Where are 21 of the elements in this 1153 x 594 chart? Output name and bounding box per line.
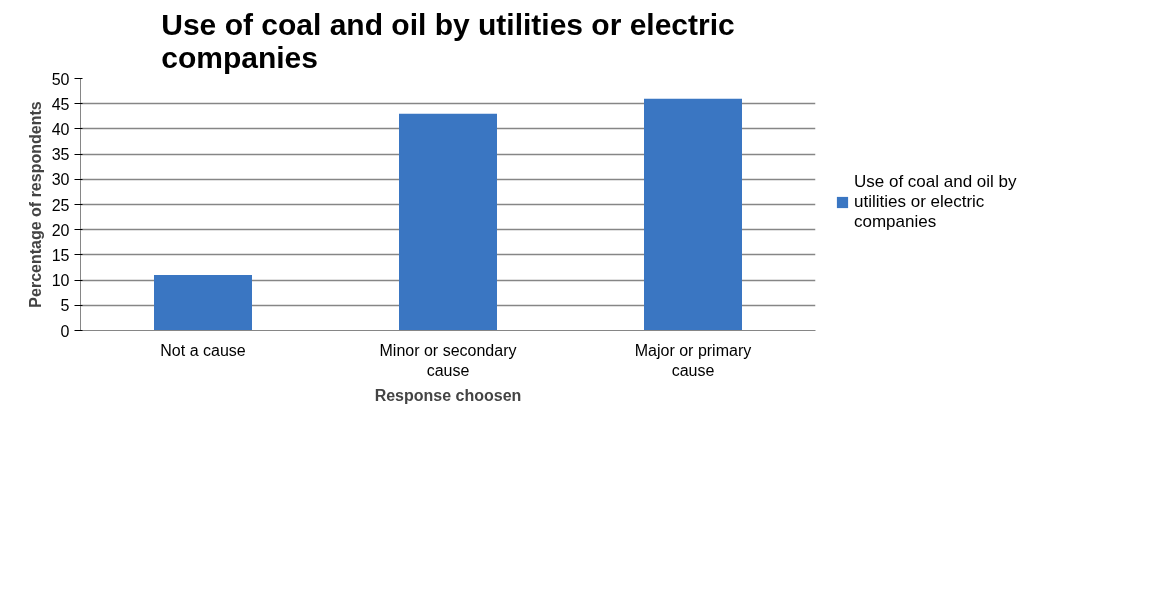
y-tick-label: 0 <box>60 322 70 340</box>
y-tick-label: 30 <box>51 171 70 189</box>
y-tick-label: 5 <box>60 297 70 315</box>
bar <box>399 113 497 331</box>
bar <box>154 275 252 331</box>
x-axis-title: Response choosen <box>374 386 522 404</box>
x-tick-label: Minor or secondary cause <box>379 341 517 379</box>
y-tick-label: 50 <box>51 70 70 88</box>
y-tick-label: 45 <box>51 95 70 113</box>
x-tick-label: Not a cause <box>160 341 246 359</box>
y-tick-label: 25 <box>51 196 70 214</box>
y-tick-label: 35 <box>51 146 70 164</box>
x-tick-label: Major or primary cause <box>634 341 752 379</box>
y-tick-label: 10 <box>51 272 70 290</box>
chart-title: Use of coal and oil by utilities or electric companies <box>161 7 735 74</box>
bar <box>644 98 742 331</box>
legend-label: Use of coal and oil by utilities or electric companies <box>854 172 1017 232</box>
y-tick-label: 20 <box>51 221 70 239</box>
y-tick-label: 40 <box>51 120 70 138</box>
y-tick-label: 15 <box>51 246 70 264</box>
y-axis-title: Percentage of respondents <box>26 101 44 308</box>
